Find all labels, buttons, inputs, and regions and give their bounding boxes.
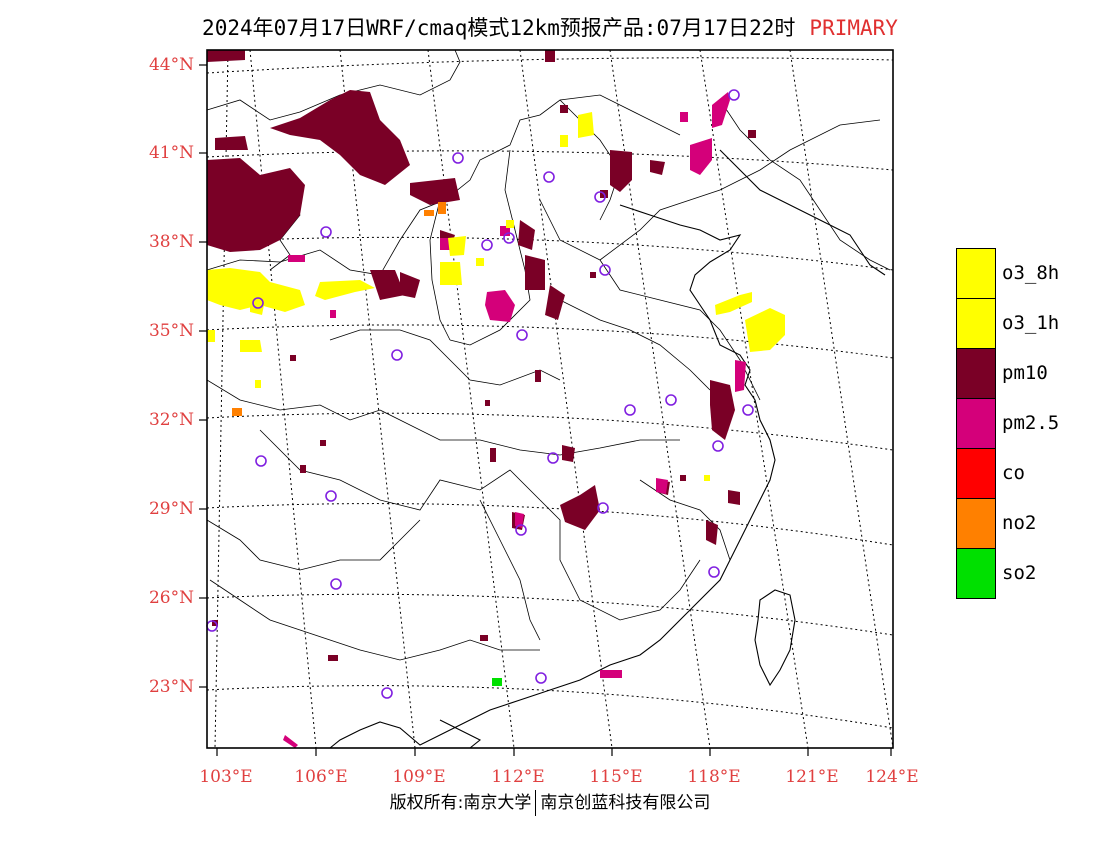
meridian-124	[789, 49, 894, 749]
legend-swatch	[956, 448, 996, 499]
meridian-106	[249, 49, 317, 749]
meridian-115	[519, 49, 613, 749]
legend-label: co	[1002, 462, 1025, 484]
lat-label-38: 38°N	[148, 232, 194, 252]
legend-label: pm10	[1002, 362, 1048, 384]
coastline	[329, 149, 886, 749]
title-text: 2024年07月17日WRF/cmaq模式12km预报产品:07月17日22时	[202, 16, 796, 40]
primary-tag: PRIMARY	[809, 16, 898, 40]
lat-label-23: 23°N	[148, 677, 194, 697]
legend-swatch	[956, 298, 996, 349]
copyright-right: 南京创蓝科技有限公司	[540, 793, 711, 813]
lat-label-32: 32°N	[148, 410, 194, 430]
no2-cells	[232, 202, 446, 416]
axis-ticks	[199, 64, 892, 756]
so2-cells	[492, 678, 502, 686]
o3-cells	[207, 112, 785, 481]
legend-swatch	[956, 248, 996, 299]
copyright-footer: 版权所有:南京大学 南京创蓝科技有限公司	[0, 788, 1100, 816]
legend-label: pm2.5	[1002, 412, 1060, 434]
lon-label-124: 124°E	[865, 767, 919, 787]
legend-label: o3_8h	[1002, 262, 1060, 284]
legend-label: no2	[1002, 512, 1037, 534]
lon-label-115: 115°E	[589, 767, 643, 787]
pollutant-cells	[207, 50, 785, 748]
province-borders	[206, 49, 891, 661]
legend-swatch	[956, 348, 996, 399]
lon-label-112: 112°E	[491, 767, 545, 787]
legend-swatch	[956, 548, 996, 599]
legend-label: o3_1h	[1002, 312, 1060, 334]
parallel-32	[206, 412, 894, 451]
lat-label-29: 29°N	[148, 499, 194, 519]
meridian-112	[427, 49, 515, 749]
legend-swatch	[956, 498, 996, 549]
legend-swatch	[956, 398, 996, 449]
copyright-left: 版权所有:南京大学	[389, 793, 532, 813]
meridian-109	[339, 49, 416, 749]
parallel-26	[206, 593, 894, 636]
pm10-cells	[207, 50, 756, 661]
lon-label-118: 118°E	[687, 767, 741, 787]
pm25-cells	[283, 92, 746, 748]
lon-label-103: 103°E	[199, 767, 253, 787]
lat-label-44: 44°N	[148, 55, 194, 75]
lon-label-121: 121°E	[785, 767, 839, 787]
lat-label-35: 35°N	[148, 321, 194, 341]
graticule	[206, 49, 894, 749]
map-title: 2024年07月17日WRF/cmaq模式12km预报产品:07月17日22时 P…	[0, 12, 1100, 42]
map-frame	[206, 49, 894, 749]
meridian-103	[214, 49, 229, 749]
parallel-35	[206, 324, 894, 359]
parallel-38	[206, 236, 894, 271]
lat-label-26: 26°N	[148, 588, 194, 608]
parallel-23	[206, 685, 894, 729]
lat-label-41: 41°N	[148, 143, 194, 163]
legend-label: so2	[1002, 562, 1037, 584]
lon-label-106: 106°E	[294, 767, 348, 787]
lon-label-109: 109°E	[392, 767, 446, 787]
parallel-41	[206, 150, 894, 171]
footer-separator	[535, 790, 537, 816]
